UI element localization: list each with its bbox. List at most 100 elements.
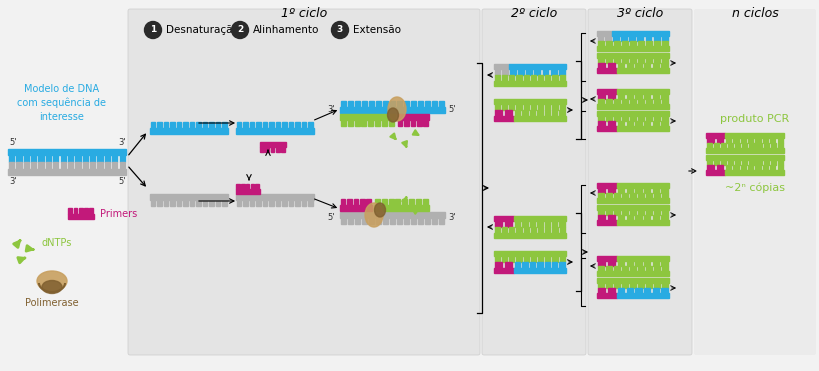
Bar bbox=[361, 218, 366, 224]
Bar bbox=[410, 218, 415, 224]
Bar bbox=[635, 63, 640, 68]
Bar bbox=[635, 261, 640, 266]
Bar bbox=[355, 218, 360, 224]
Bar bbox=[741, 143, 746, 148]
Bar bbox=[493, 64, 509, 69]
Bar bbox=[202, 122, 207, 128]
Bar bbox=[637, 41, 643, 46]
FancyBboxPatch shape bbox=[693, 9, 815, 355]
Bar bbox=[382, 101, 387, 107]
Bar bbox=[551, 221, 557, 227]
Bar bbox=[542, 69, 548, 75]
Bar bbox=[409, 199, 414, 205]
Bar bbox=[596, 126, 616, 131]
Bar bbox=[629, 41, 635, 46]
Bar bbox=[653, 36, 658, 41]
Text: Modelo de DNA
com sequência de
interesse: Modelo de DNA com sequência de interesse bbox=[17, 85, 106, 122]
Bar bbox=[756, 143, 761, 148]
Bar bbox=[529, 262, 535, 268]
Text: 2: 2 bbox=[237, 26, 242, 35]
Bar bbox=[604, 36, 610, 41]
Bar bbox=[251, 184, 254, 189]
Ellipse shape bbox=[37, 271, 67, 291]
Bar bbox=[256, 122, 260, 128]
Bar bbox=[628, 36, 635, 41]
Bar bbox=[256, 200, 260, 206]
Bar bbox=[340, 212, 445, 218]
Bar bbox=[559, 256, 564, 262]
Bar bbox=[495, 262, 502, 268]
Bar bbox=[170, 200, 174, 206]
Bar bbox=[196, 200, 201, 206]
Bar bbox=[275, 122, 280, 128]
Bar bbox=[389, 101, 395, 107]
Bar bbox=[183, 122, 188, 128]
Bar bbox=[645, 36, 650, 41]
Bar bbox=[616, 89, 668, 94]
Bar bbox=[713, 160, 718, 165]
Bar bbox=[24, 155, 29, 162]
Bar bbox=[275, 147, 279, 152]
Bar bbox=[493, 233, 565, 238]
Bar bbox=[741, 160, 746, 165]
Bar bbox=[530, 227, 536, 233]
Bar bbox=[494, 75, 500, 81]
FancyBboxPatch shape bbox=[482, 9, 586, 355]
Bar bbox=[652, 215, 658, 220]
Bar bbox=[346, 199, 351, 205]
Bar bbox=[613, 116, 619, 121]
Bar bbox=[530, 104, 536, 110]
Bar bbox=[724, 133, 783, 138]
Bar bbox=[621, 193, 627, 198]
Text: Primers: Primers bbox=[100, 209, 137, 219]
Bar bbox=[629, 58, 635, 63]
Bar bbox=[605, 266, 611, 271]
Bar bbox=[151, 200, 156, 206]
Bar bbox=[529, 110, 535, 116]
Bar bbox=[661, 41, 667, 46]
Bar bbox=[613, 193, 619, 198]
Bar bbox=[706, 165, 713, 170]
Bar bbox=[597, 210, 603, 215]
Bar bbox=[8, 169, 126, 175]
Bar bbox=[105, 155, 110, 162]
Bar bbox=[645, 41, 651, 46]
Bar bbox=[382, 218, 387, 224]
Bar bbox=[368, 120, 373, 126]
Bar bbox=[661, 283, 667, 288]
Bar bbox=[523, 256, 528, 262]
Bar bbox=[643, 121, 649, 126]
Circle shape bbox=[331, 22, 348, 39]
Bar bbox=[545, 104, 550, 110]
Bar bbox=[215, 200, 220, 206]
Bar bbox=[424, 101, 429, 107]
Bar bbox=[53, 162, 58, 169]
Bar bbox=[516, 227, 521, 233]
Bar bbox=[629, 116, 635, 121]
Bar bbox=[509, 75, 514, 81]
Bar bbox=[661, 288, 667, 293]
Bar bbox=[559, 221, 564, 227]
Bar bbox=[776, 165, 782, 170]
Bar bbox=[613, 41, 619, 46]
Bar bbox=[618, 215, 623, 220]
Bar bbox=[90, 162, 95, 169]
Bar bbox=[654, 266, 659, 271]
Bar bbox=[250, 122, 254, 128]
Bar bbox=[340, 107, 445, 113]
Bar bbox=[732, 138, 738, 143]
Bar bbox=[652, 188, 658, 193]
Bar bbox=[652, 288, 658, 293]
Bar bbox=[661, 215, 667, 220]
Text: Alinhamento: Alinhamento bbox=[253, 25, 319, 35]
Bar bbox=[53, 155, 58, 162]
Bar bbox=[605, 116, 611, 121]
Text: 5': 5' bbox=[9, 138, 16, 147]
Text: n ciclos: n ciclos bbox=[731, 7, 777, 20]
Bar bbox=[514, 116, 565, 121]
Bar bbox=[762, 143, 767, 148]
Bar bbox=[598, 188, 604, 193]
Bar bbox=[770, 143, 775, 148]
Bar bbox=[495, 221, 502, 227]
Bar bbox=[262, 122, 267, 128]
